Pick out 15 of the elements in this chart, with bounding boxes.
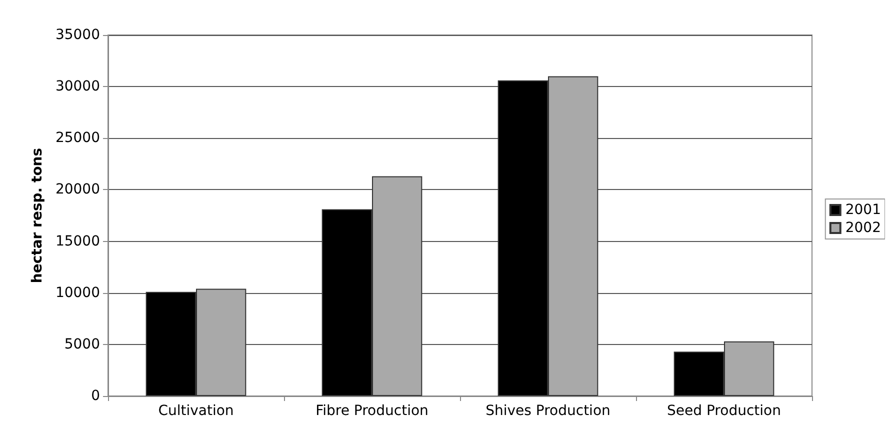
y-tick-label: 20000 xyxy=(55,182,100,198)
legend-label: 2002 xyxy=(845,220,882,236)
x-tick-label: Cultivation xyxy=(158,403,234,419)
y-tick-label: 25000 xyxy=(55,130,100,146)
y-tick-label: 5000 xyxy=(64,336,100,352)
y-tick-label: 0 xyxy=(91,388,100,404)
y-axis-title: hectar resp. tons xyxy=(30,148,46,284)
y-tick-label: 15000 xyxy=(55,233,100,250)
y-tick-label: 30000 xyxy=(55,78,100,95)
y-tick-label: 35000 xyxy=(55,27,100,43)
x-tick-label: Seed Production xyxy=(667,403,781,419)
y-tick-label: 10000 xyxy=(55,284,100,301)
x-tick-label: Shives Production xyxy=(486,403,610,419)
x-tick-label: Fibre Production xyxy=(316,403,428,419)
legend-label: 2001 xyxy=(845,202,882,218)
